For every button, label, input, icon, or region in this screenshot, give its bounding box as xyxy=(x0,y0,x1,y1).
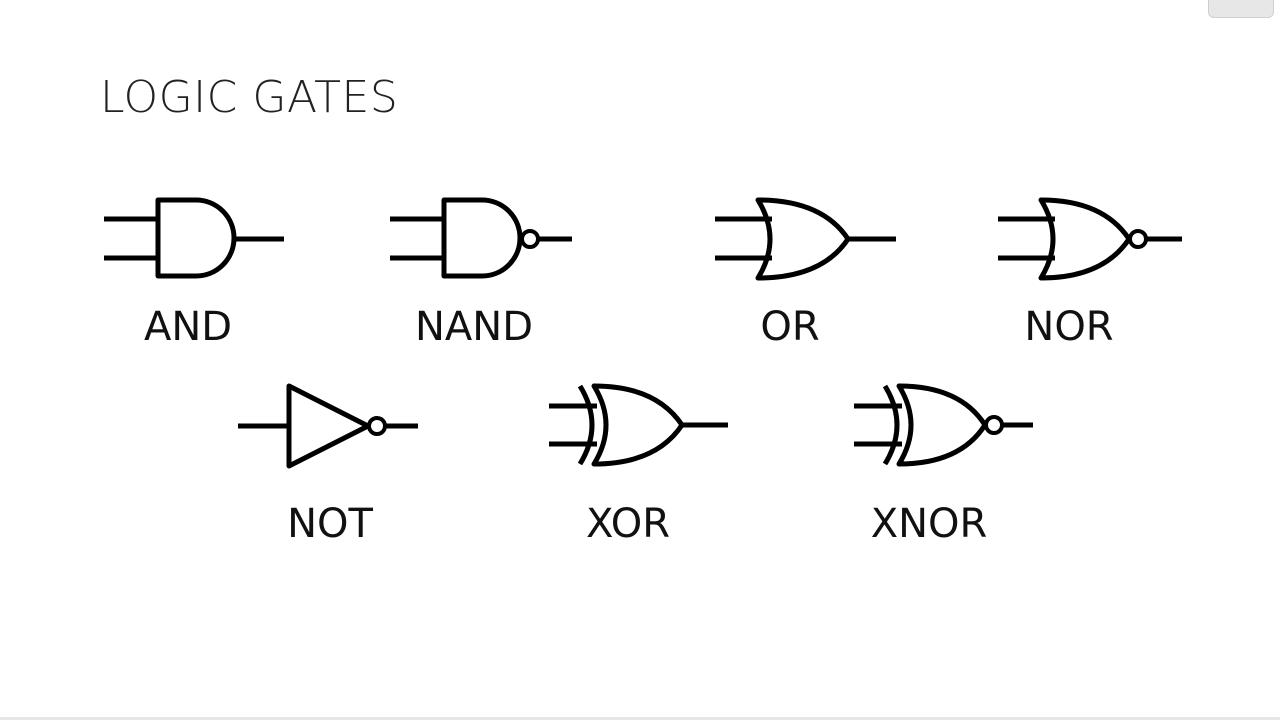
xor-label: XOR xyxy=(586,501,670,547)
window-corner-control[interactable] xyxy=(1208,0,1274,18)
nor-negation-bubble xyxy=(1128,229,1148,249)
and-gate: AND xyxy=(104,197,284,350)
xnor-label: XNOR xyxy=(871,501,988,547)
xor-gate: XOR xyxy=(549,383,728,547)
nand-gate: NAND xyxy=(390,197,572,350)
slide-title: LOGIC GATES xyxy=(100,72,399,123)
nor-label: NOR xyxy=(1024,304,1113,350)
slide-bottom-border xyxy=(0,717,1280,720)
not-label: NOT xyxy=(287,501,373,547)
nor-gate: NOR xyxy=(998,197,1182,350)
not-negation-bubble xyxy=(367,416,387,436)
nand-negation-bubble xyxy=(520,229,540,249)
xnor-gate: XNOR xyxy=(854,383,1033,547)
and-label: AND xyxy=(144,304,232,350)
xnor-negation-bubble xyxy=(984,415,1004,435)
not-gate: NOT xyxy=(238,383,418,547)
or-label: OR xyxy=(760,304,819,350)
or-gate: OR xyxy=(715,197,896,350)
nand-label: NAND xyxy=(415,304,533,350)
